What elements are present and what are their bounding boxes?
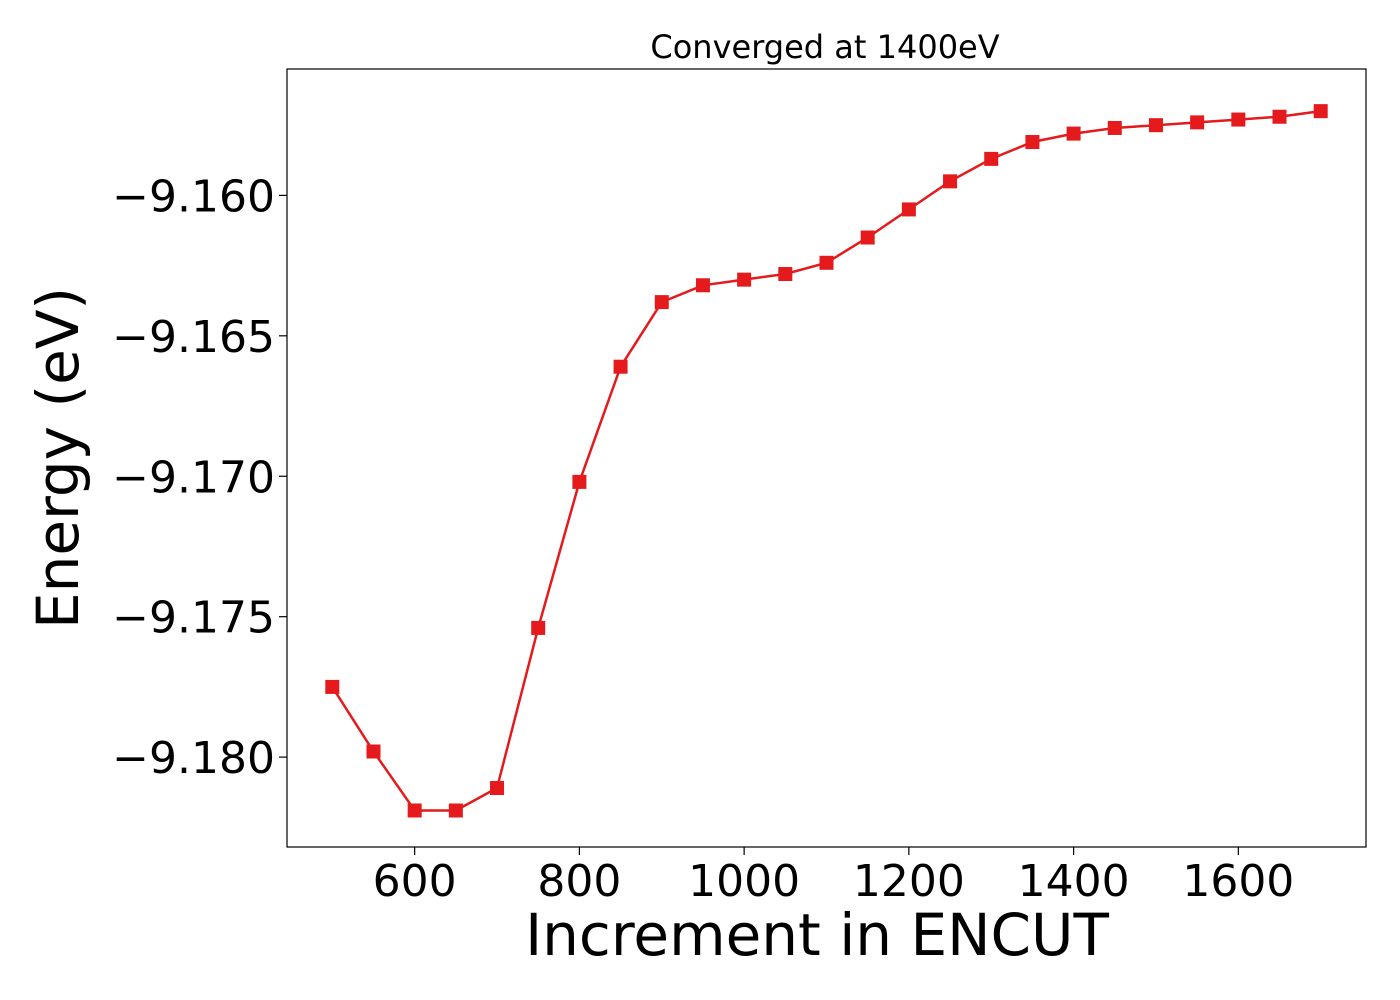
data-point: [407, 803, 422, 818]
data-point: [984, 151, 999, 166]
data-point: [531, 620, 546, 635]
data-point: [325, 679, 340, 694]
data-point: [654, 295, 669, 310]
y-axis-label: Energy (eV): [24, 287, 92, 629]
y-tick-label: −9.170: [112, 452, 275, 503]
data-point: [1190, 115, 1205, 130]
data-point: [490, 781, 505, 796]
plot-area-frame: [286, 68, 1367, 848]
y-tick-label: −9.160: [112, 171, 275, 222]
data-point: [613, 359, 628, 374]
chart-title: Converged at 1400eV: [650, 28, 999, 66]
data-point: [1107, 120, 1122, 135]
data-point: [860, 230, 875, 245]
data-point: [1066, 126, 1081, 141]
data-point: [448, 803, 463, 818]
y-tick-label: −9.165: [112, 312, 275, 363]
series-line: [331, 109, 1321, 812]
data-point: [737, 272, 752, 287]
x-tick-label: 800: [537, 856, 621, 907]
data-point: [1231, 112, 1246, 127]
data-point: [819, 255, 834, 270]
y-axis: −9.160 −9.165 −9.170 −9.175 −9.180: [112, 171, 287, 784]
data-point: [901, 202, 916, 217]
data-point: [1025, 135, 1040, 150]
data-point: [1272, 109, 1287, 124]
data-point: [943, 174, 958, 189]
y-tick-label: −9.175: [112, 593, 275, 644]
data-point: [366, 744, 381, 759]
x-tick-label: 1000: [688, 856, 800, 907]
x-tick-label: 600: [373, 856, 457, 907]
data-point: [695, 278, 710, 293]
y-tick-label: −9.180: [112, 733, 275, 784]
series-layer: [325, 104, 1328, 818]
x-tick-label: 1200: [853, 856, 965, 907]
x-axis: 600 800 1000 1200 1400 1600: [373, 847, 1294, 907]
data-point: [1148, 118, 1163, 133]
data-point: [572, 474, 587, 489]
x-tick-label: 1400: [1018, 856, 1130, 907]
data-point: [1313, 104, 1328, 119]
x-tick-label: 1600: [1182, 856, 1294, 907]
x-axis-label: Increment in ENCUT: [525, 901, 1109, 969]
data-point: [778, 267, 793, 282]
